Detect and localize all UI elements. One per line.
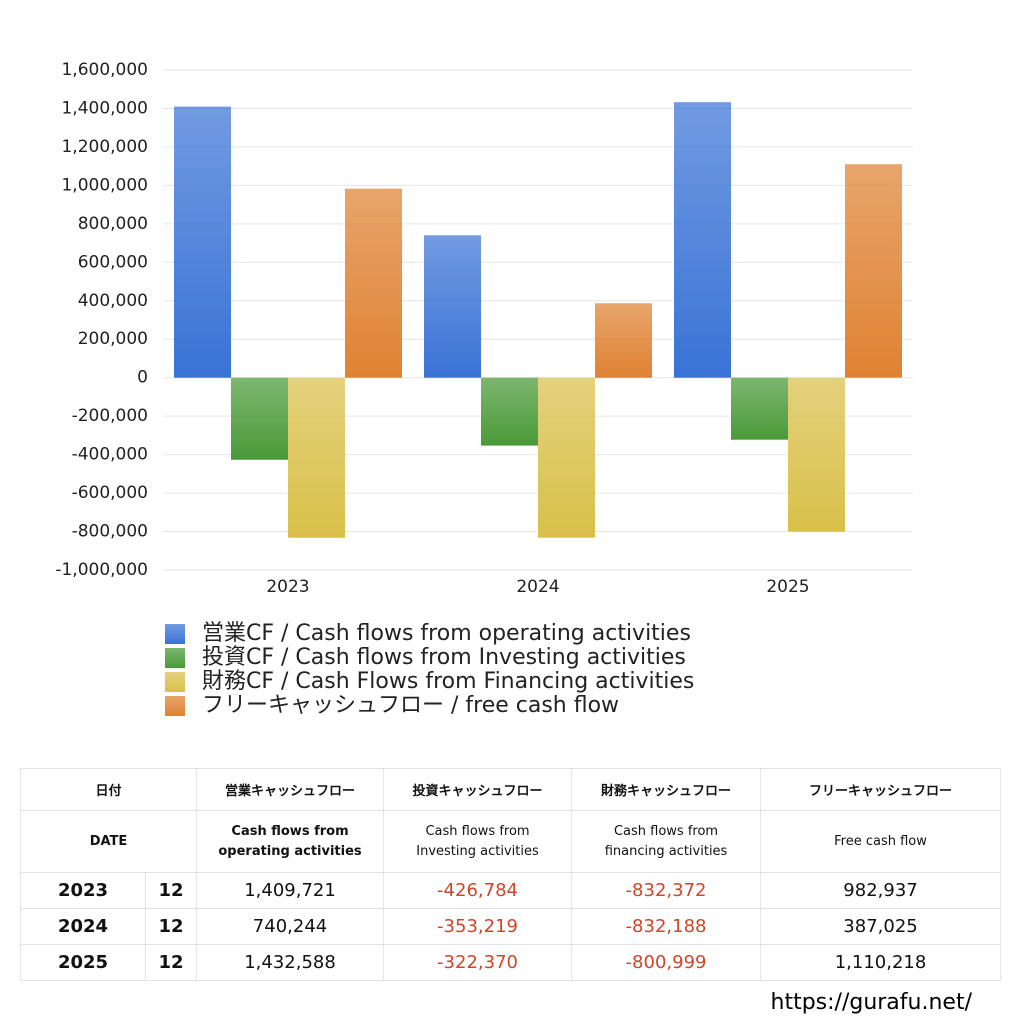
table-cell: -800,999 <box>571 944 762 981</box>
cash-flow-table: 日付 営業キャッシュフロー 投資キャッシュフロー 財務キャッシュフロー フリーキャッシュ… <box>19 768 1002 981</box>
table-cell: -832,188 <box>571 908 762 945</box>
table-cell: 12 <box>144 872 198 909</box>
y-tick-label: 1,400,000 <box>61 98 148 118</box>
legend-swatch <box>165 648 185 668</box>
x-tick-label: 2024 <box>516 577 559 597</box>
y-tick-label: 200,000 <box>78 329 148 349</box>
legend-label: 営業CF / Cash flows from operating activit… <box>202 621 691 646</box>
bar <box>231 377 288 460</box>
subheader-cell: Cash flows from Investing activities <box>383 810 573 873</box>
y-tick-label: -400,000 <box>72 445 148 465</box>
bar <box>674 102 731 378</box>
bar <box>424 235 481 378</box>
table-row: 2025 12 1,432,588 -322,370 -800,999 1,110,218 <box>20 944 1002 981</box>
bar <box>845 164 902 378</box>
legend-label: 投資CF / Cash flows from Investing activit… <box>202 645 686 670</box>
legend-swatch <box>165 696 185 716</box>
legend-label: 財務CF / Cash Flows from Financing activit… <box>202 669 694 694</box>
chart: -1,000,000 -800,000 -600,000 -400,000 -200,0… <box>55 60 913 718</box>
header-cell: 財務キャッシュフロー <box>571 768 762 811</box>
table-cell: 2024 <box>20 908 146 945</box>
bar <box>595 303 652 378</box>
bar <box>538 377 595 538</box>
table-row: DATE Cash flows from operating activities… <box>19 810 1002 873</box>
y-tick-label: -200,000 <box>72 406 148 426</box>
y-tick-label: 0 <box>137 368 148 388</box>
table-cell: -322,370 <box>383 944 573 981</box>
header-cell: 営業キャッシュフロー <box>196 768 385 811</box>
y-tick-label: 400,000 <box>78 291 148 311</box>
table-cell: 1,409,721 <box>196 872 385 909</box>
table-row: 2023 12 1,409,721 -426,784 -832,372 982,937 <box>20 872 1002 909</box>
table-cell: -353,219 <box>383 908 573 945</box>
table-cell: 1,432,588 <box>196 944 385 981</box>
bar <box>288 377 345 538</box>
subheader-cell: DATE <box>19 810 198 873</box>
legend-label: フリーキャッシュフロー / free cash flow <box>202 693 619 718</box>
y-tick-label: 1,600,000 <box>61 60 148 80</box>
table-cell: 740,244 <box>196 908 385 945</box>
legend-swatch <box>165 624 185 644</box>
y-tick-label: 1,200,000 <box>61 137 148 157</box>
table-cell: -426,784 <box>383 872 573 909</box>
table-cell: 982,937 <box>760 872 1002 909</box>
bar <box>345 188 402 378</box>
legend-swatch <box>165 672 185 692</box>
bar <box>481 377 538 446</box>
table-cell: 12 <box>144 908 198 945</box>
x-tick-label: 2023 <box>266 577 309 597</box>
header-cell: 投資キャッシュフロー <box>383 768 573 811</box>
table-row: 2024 12 740,244 -353,219 -832,188 387,025 <box>20 908 1002 945</box>
bar <box>731 377 788 440</box>
subheader-cell: Free cash flow <box>760 810 1002 873</box>
header-cell: フリーキャッシュフロー <box>760 768 1002 811</box>
y-tick-label: -1,000,000 <box>55 560 148 580</box>
x-tick-label: 2025 <box>766 577 809 597</box>
header-cell: 日付 <box>19 768 198 811</box>
bar <box>788 377 845 532</box>
y-tick-label: 600,000 <box>78 252 148 272</box>
table-cell: 12 <box>144 944 198 981</box>
table-cell: 2025 <box>20 944 146 981</box>
y-tick-label: -800,000 <box>72 522 148 542</box>
table-cell: -832,372 <box>571 872 762 909</box>
y-tick-label: 1,000,000 <box>61 175 148 195</box>
subheader-cell: Cash flows from operating activities <box>196 810 385 873</box>
table-cell: 2023 <box>20 872 146 909</box>
footer-url: https://gurafu.net/ <box>770 990 973 1015</box>
y-tick-label: 800,000 <box>78 214 148 234</box>
subheader-cell: Cash flows from financing activities <box>571 810 762 873</box>
table-cell: 387,025 <box>760 908 1002 945</box>
bar <box>174 106 231 378</box>
table-cell: 1,110,218 <box>760 944 1002 981</box>
y-tick-label: -600,000 <box>72 483 148 503</box>
table-row: 日付 営業キャッシュフロー 投資キャッシュフロー 財務キャッシュフロー フリーキャッシュ… <box>19 768 1002 811</box>
